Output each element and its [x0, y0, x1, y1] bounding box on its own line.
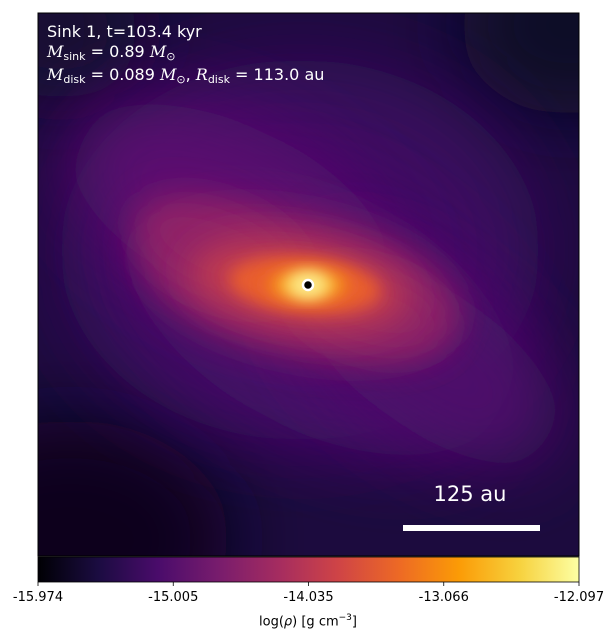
disk-properties-label: Mdisk = 0.089 M⊙, Rdisk = 113.0 au [47, 65, 325, 86]
plot-frame [37, 12, 580, 557]
colorbar-ticks [37, 582, 580, 586]
scale-bar-label: 125 au [433, 482, 507, 506]
colorbar-tick-label: -15.005 [148, 590, 199, 605]
colorbar-tick-label: -15.974 [12, 590, 64, 605]
sink-particle-marker [301, 278, 315, 292]
sink-mass-label: Msink = 0.89 M⊙ [47, 42, 176, 63]
panel-title: Sink 1, t=103.4 kyr [47, 22, 202, 41]
colorbar [37, 556, 580, 583]
colorbar-tick-label: -14.035 [283, 590, 334, 605]
colorbar-label: log(ρ) [g cm−3] [259, 613, 357, 630]
colorbar-tick-label: -13.066 [418, 590, 469, 605]
colorbar-tick-label: -12.097 [553, 590, 605, 605]
scale-bar [403, 525, 540, 531]
